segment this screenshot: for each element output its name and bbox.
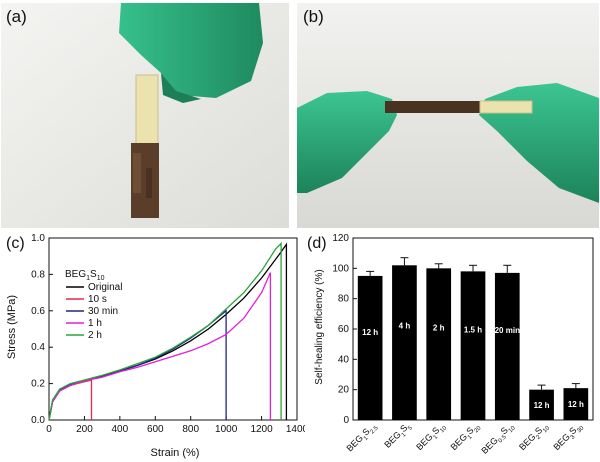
self-healing-bar-chart: (d) Self-healing efficiency (%) 0 20 40 60 8… (307, 233, 594, 458)
y-tick-label: 0 (343, 415, 349, 426)
x-tick-label: BEG1S2.5 (345, 420, 381, 456)
legend-entry: 30 min (88, 306, 118, 317)
bar-label: 12 h (568, 400, 584, 409)
panel-label-d: (d) (307, 235, 327, 252)
x-tick-label: BEG2S10 (517, 420, 551, 454)
x-tick-label: 0 (46, 424, 52, 435)
film-strip (135, 74, 159, 146)
panel-label-c: (c) (6, 235, 25, 252)
plot-area: 0 20 40 60 80 100 120 12 h BEG1S2.5 4 h BEG1S5 2 h B… (332, 233, 594, 458)
photo-a-illustration (1, 3, 289, 228)
panel-label-b: (b) (303, 7, 324, 26)
x-axis-label: Strain (%) (151, 447, 200, 459)
y-tick-label: 0.4 (31, 342, 45, 353)
bar (357, 275, 383, 420)
left-glove-shape (297, 91, 397, 193)
y-tick-label: 40 (338, 354, 350, 365)
bar (460, 271, 486, 420)
glove-shape (119, 3, 263, 98)
bar-label: 20 min (495, 326, 520, 335)
bar (494, 272, 520, 420)
x-tick-label: 400 (112, 424, 129, 435)
y-tick-label: 120 (332, 233, 349, 244)
bar (529, 389, 554, 420)
bar (392, 265, 417, 420)
bar-label: 12 h (534, 401, 550, 410)
x-tick-label: BEG1S20 (449, 420, 483, 454)
x-tick-label: BEG3S30 (551, 420, 585, 454)
series-line-1-h (48, 272, 272, 421)
y-axis-label: Self-healing efficiency (%) (314, 269, 325, 384)
y-tick-label: 0.0 (31, 415, 45, 426)
y-tick-label: 1.0 (31, 233, 45, 244)
y-tick-label: 60 (338, 324, 350, 335)
bar-label: 1.5 h (464, 325, 482, 334)
legend-entry: 1 h (88, 318, 102, 329)
x-tick-label: 1000 (215, 424, 238, 435)
x-tick-label: BEG1S5 (382, 420, 414, 452)
stress-strain-chart: (c) Stress (MPa) Strain (%) 0 200 400 600 80… (6, 233, 305, 459)
bar-label: 4 h (399, 322, 411, 331)
y-axis-label: Stress (MPa) (6, 295, 18, 359)
healed-film-segment (385, 101, 485, 113)
y-tick-label: 0.8 (31, 269, 45, 280)
x-tick-label: 800 (182, 424, 199, 435)
y-tick-label: 100 (332, 263, 349, 274)
bar-label: 2 h (433, 324, 445, 333)
photo-b: (b) (297, 3, 599, 228)
bar (563, 388, 589, 420)
x-tick-label: 1200 (250, 424, 273, 435)
y-tick-label: 0.6 (31, 306, 45, 317)
bar-label: 12 h (362, 328, 378, 337)
legend-entry: Original (88, 282, 122, 293)
series-line-2-h (48, 241, 282, 421)
x-tick-label: 200 (76, 424, 93, 435)
legend-entry: 2 h (88, 330, 102, 341)
x-tick-label: BEG1S10 (414, 420, 448, 454)
y-tick-label: 0.2 (31, 379, 45, 390)
legend-title: BEG1S10 (65, 269, 105, 282)
bar (426, 268, 452, 420)
panel-label-a: (a) (6, 7, 27, 26)
photo-b-illustration (297, 3, 599, 228)
legend-entry: 10 s (88, 294, 107, 305)
x-tick-label: BEG0.5S10 (479, 420, 517, 458)
plot-frame (48, 237, 298, 421)
photo-a: (a) (1, 3, 289, 228)
x-tick-label: 600 (147, 424, 164, 435)
film-strip (479, 100, 533, 114)
y-tick-label: 80 (338, 294, 350, 305)
series-line-30-min (48, 309, 227, 421)
y-tick-label: 20 (338, 385, 350, 396)
